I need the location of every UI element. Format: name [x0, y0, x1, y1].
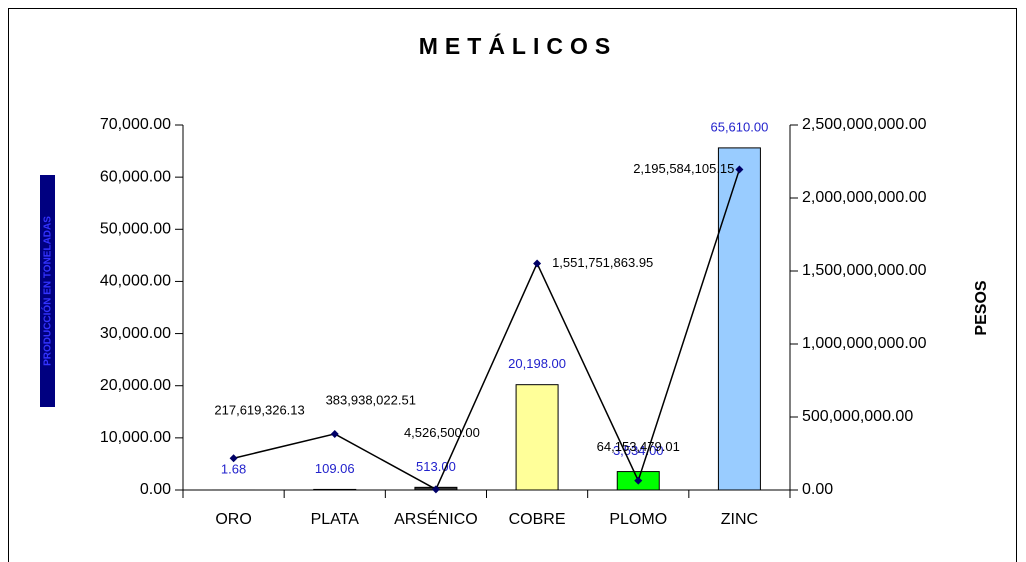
line-marker	[533, 259, 542, 268]
chart-title: METÁLICOS	[419, 32, 617, 59]
x-tick-label: PLOMO	[609, 511, 667, 528]
y-tick-label: 10,000.00	[100, 429, 171, 446]
y2-tick-label: 500,000,000.00	[802, 408, 913, 425]
y-tick-label: 40,000.00	[100, 273, 171, 290]
bar-value-label: 109.06	[315, 461, 355, 476]
bar-value-label: 20,198.00	[508, 356, 566, 371]
y-axis-label-box	[40, 175, 55, 407]
y2-axis-label: PESOS	[973, 280, 990, 335]
line-value-label: 64,153,479.01	[597, 439, 680, 454]
bar	[717, 147, 761, 491]
line-marker	[330, 429, 339, 438]
x-tick-label: PLATA	[311, 511, 360, 528]
y-tick-label: 70,000.00	[100, 116, 171, 133]
y2-tick-label: 0.00	[802, 481, 833, 498]
y2-tick-label: 2,500,000,000.00	[802, 116, 927, 133]
chart-frame	[8, 8, 1017, 562]
y-tick-label: 0.00	[140, 481, 171, 498]
line-value-label: 2,195,584,105.15	[633, 161, 734, 176]
x-tick-label: ARSÉNICO	[394, 509, 478, 528]
y2-tick-label: 1,000,000,000.00	[802, 335, 927, 352]
y-axis-label: PRODUCCIÓN EN TONELADAS	[41, 216, 54, 366]
y-tick-label: 60,000.00	[100, 168, 171, 185]
x-tick-label: COBRE	[509, 511, 566, 528]
x-tick-label: ORO	[215, 511, 251, 528]
bar-value-label: 513.00	[416, 459, 456, 474]
line-value-label: 1,551,751,863.95	[552, 255, 653, 270]
line-marker	[735, 165, 744, 174]
bar-value-label: 1.68	[221, 461, 246, 476]
y2-tick-label: 2,000,000,000.00	[802, 189, 927, 206]
line-marker	[431, 485, 440, 494]
bar-value-label: 65,610.00	[710, 119, 768, 134]
line-value-label: 383,938,022.51	[326, 392, 416, 407]
line	[233, 169, 741, 491]
y-tick-label: 20,000.00	[100, 377, 171, 394]
bar	[515, 384, 559, 491]
line-marker	[229, 454, 238, 463]
y2-tick-label: 1,500,000,000.00	[802, 262, 927, 279]
line-marker	[634, 476, 643, 485]
y-tick-label: 30,000.00	[100, 325, 171, 342]
x-tick-label: ZINC	[721, 511, 758, 528]
line-value-label: 4,526,500.00	[404, 425, 480, 440]
y-tick-label: 50,000.00	[100, 221, 171, 238]
line-value-label: 217,619,326.13	[214, 403, 304, 418]
